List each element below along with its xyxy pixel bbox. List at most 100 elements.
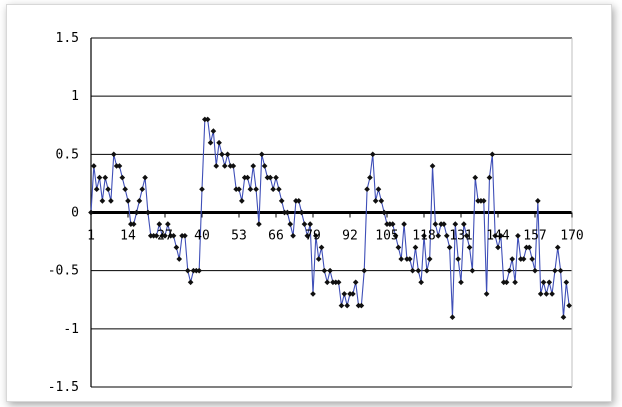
data-point [324, 279, 331, 286]
data-point [236, 186, 242, 193]
data-point [273, 174, 279, 181]
data-point [535, 198, 541, 204]
data-point [102, 174, 109, 181]
y-tick-labels: 1.5 1 0.5 0 -0.5 -1 -1.5 [48, 31, 79, 395]
data-point [182, 232, 188, 239]
data-point [506, 267, 513, 274]
data-point [193, 267, 200, 274]
data-point [537, 291, 544, 297]
data-point [335, 279, 342, 286]
data-point [421, 232, 427, 239]
x-tick-label: 27 [157, 229, 173, 244]
data-point [110, 151, 117, 158]
x-tick-label: 105 [375, 229, 398, 244]
data-point [557, 267, 564, 274]
data-point [116, 163, 123, 169]
data-point [179, 232, 185, 239]
data-point [455, 256, 461, 262]
data-point [327, 267, 333, 274]
data-point [156, 221, 163, 227]
x-tick-label: 157 [523, 229, 546, 244]
data-point [184, 267, 191, 274]
data-point [372, 198, 379, 204]
x-tick-label: 92 [342, 229, 358, 244]
data-point [429, 163, 436, 169]
axes [90, 38, 573, 387]
data-point [554, 244, 561, 251]
data-point [498, 232, 504, 239]
data-point [378, 198, 385, 204]
x-tick-label: 131 [449, 229, 472, 244]
data-point [546, 279, 553, 286]
data-point [304, 232, 311, 239]
x-tick-label: 144 [486, 229, 510, 244]
data-point [165, 221, 171, 227]
data-point [105, 186, 111, 193]
data-point [122, 186, 128, 193]
data-point [452, 221, 459, 227]
data-point [355, 302, 362, 309]
data-point [170, 232, 177, 239]
line-chart: 1.5 1 0.5 0 -0.5 -1 -1.5 1 14 27 40 53 66 79 92 105 118… [48, 31, 584, 395]
series-line [90, 118, 570, 318]
data-point [449, 314, 456, 321]
data-point [130, 221, 137, 227]
data-point [369, 151, 376, 158]
x-tick-label: 14 [120, 229, 136, 244]
data-point [224, 151, 231, 158]
chart-frame: 1.5 1 0.5 0 -0.5 -1 -1.5 1 14 27 40 53 66 79 92 105 118… [6, 4, 612, 402]
data-point [566, 302, 572, 309]
data-point [113, 163, 120, 169]
data-point [384, 221, 390, 227]
data-point [438, 221, 444, 227]
data-point [159, 232, 165, 239]
data-point [267, 174, 274, 181]
data-point [509, 256, 516, 262]
data-point [404, 256, 410, 262]
data-point [287, 221, 294, 227]
data-point [233, 186, 239, 193]
series-line [90, 118, 570, 318]
data-point [469, 267, 476, 274]
x-tick-label: 170 [560, 229, 583, 244]
data-point [290, 232, 296, 239]
data-point [529, 256, 535, 262]
data-point [173, 244, 180, 251]
data-point [543, 291, 550, 297]
data-point [341, 291, 348, 297]
data-point [313, 232, 319, 239]
data-point [466, 244, 473, 251]
data-point [270, 186, 276, 193]
data-point [426, 256, 433, 262]
data-point [489, 151, 496, 158]
data-point [495, 244, 501, 251]
data-point [153, 232, 160, 239]
data-point [344, 302, 350, 309]
data-point [375, 186, 382, 193]
data-point [93, 186, 100, 193]
x-tick-label: 66 [268, 229, 284, 244]
data-point [483, 291, 490, 297]
data-point [167, 232, 174, 239]
data-point [278, 198, 285, 204]
data-point [176, 256, 183, 262]
data-point [210, 128, 217, 134]
data-point [350, 291, 356, 297]
data-point [142, 174, 148, 181]
data-point [125, 198, 131, 204]
data-point [520, 256, 527, 262]
x-tick-label: 40 [194, 229, 210, 244]
data-point [435, 232, 442, 239]
data-point [387, 221, 393, 227]
data-point [389, 221, 396, 227]
data-point [367, 174, 373, 181]
y-tick-label: 0.5 [56, 147, 79, 162]
data-point [147, 232, 154, 239]
data-point [213, 163, 220, 169]
y-tick-label: 1 [71, 89, 79, 104]
data-point [99, 198, 106, 204]
data-point [532, 267, 538, 274]
data-point [441, 221, 447, 227]
data-point [264, 174, 271, 181]
data-point [253, 186, 259, 193]
